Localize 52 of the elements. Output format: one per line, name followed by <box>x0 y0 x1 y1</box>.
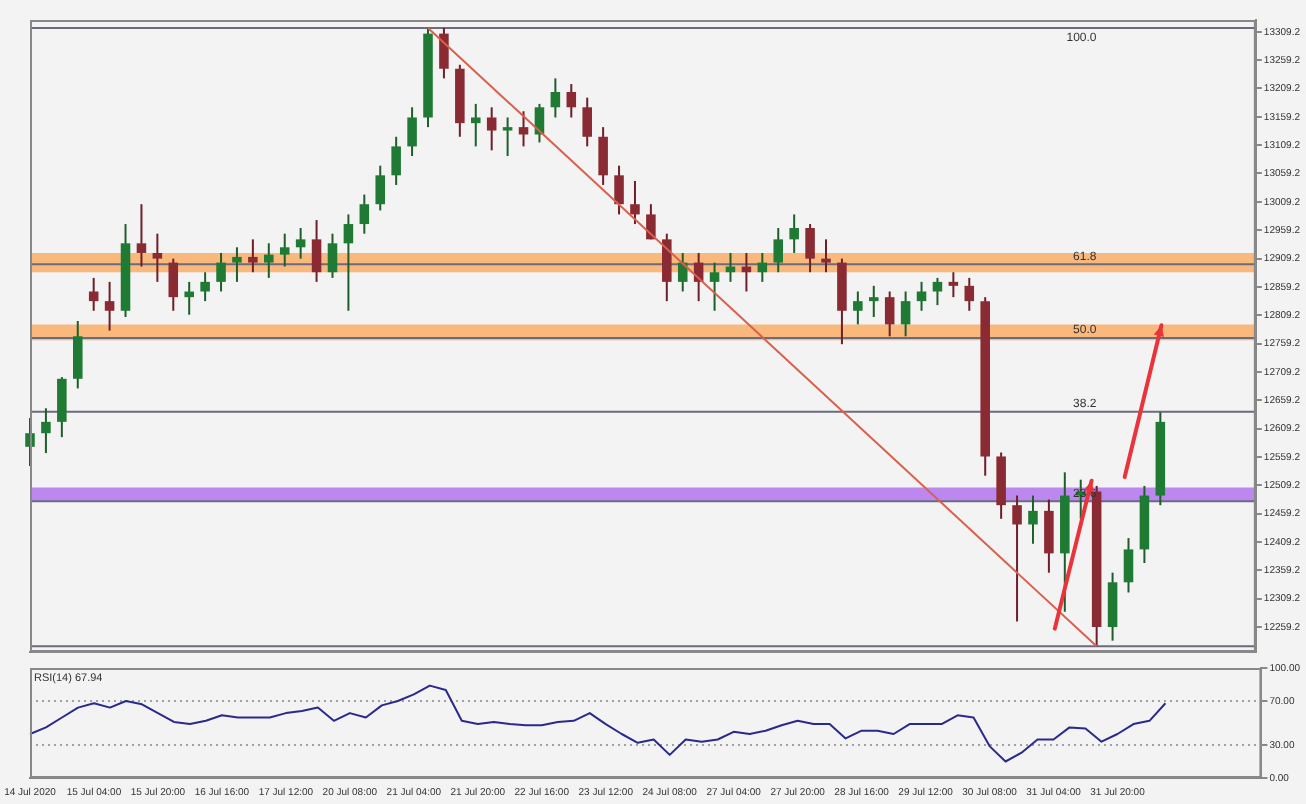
candlestick <box>279 232 290 268</box>
candlestick <box>327 232 338 279</box>
candlestick <box>1107 571 1118 642</box>
candlestick <box>662 232 672 303</box>
candlestick <box>948 271 959 299</box>
candlestick <box>598 126 608 186</box>
candlestick <box>709 261 720 312</box>
candlestick <box>1123 537 1134 594</box>
candlestick <box>391 135 401 186</box>
candlestick <box>439 26 449 80</box>
candlestick <box>614 164 624 216</box>
candlestick <box>550 77 561 119</box>
candlestick <box>232 246 242 283</box>
candlestick <box>630 179 640 226</box>
candlestick <box>248 238 258 274</box>
candlestick <box>789 213 799 254</box>
candlestick <box>805 223 815 274</box>
candlestick <box>470 102 481 148</box>
candlestick <box>884 290 895 338</box>
candlestick <box>343 213 354 312</box>
candlestick <box>677 251 688 293</box>
candlestick <box>964 276 975 312</box>
candlestick <box>566 83 577 119</box>
candlestick <box>1044 498 1054 574</box>
candlestick <box>72 319 83 390</box>
candlestick <box>407 106 417 158</box>
candlestick <box>821 238 831 274</box>
candlestick <box>136 203 147 268</box>
candlestick <box>1028 494 1038 545</box>
candlestick <box>57 376 67 439</box>
candlestick <box>359 193 370 235</box>
candlestick <box>582 96 592 148</box>
candlestick <box>375 164 386 212</box>
candlestick <box>200 271 210 303</box>
candlestick <box>518 110 529 148</box>
candlestick <box>853 290 863 326</box>
candlestick <box>486 106 497 152</box>
candlestick <box>900 290 911 338</box>
candlestick <box>184 280 194 316</box>
candlestick <box>932 276 943 307</box>
candlestick <box>868 284 879 319</box>
candlestick <box>1012 494 1022 623</box>
candlestick <box>41 407 51 455</box>
candlestick <box>502 116 513 158</box>
candlestick <box>295 227 306 260</box>
candlestick <box>773 227 784 274</box>
candlestick <box>104 280 115 332</box>
candlestick <box>311 219 322 283</box>
candlestick <box>216 251 226 293</box>
candlestick <box>152 232 163 283</box>
candlestick <box>264 242 274 279</box>
candlestick <box>168 257 179 312</box>
